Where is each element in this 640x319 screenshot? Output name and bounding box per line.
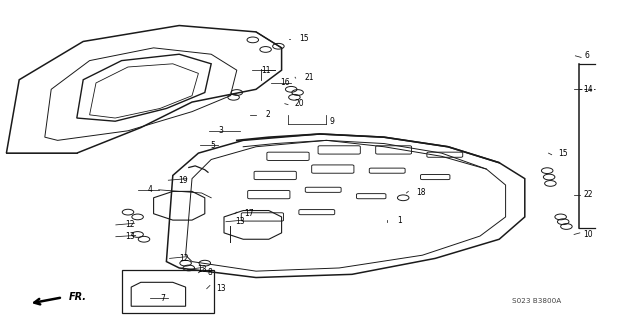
Text: 4: 4	[147, 185, 152, 194]
Text: 8: 8	[208, 268, 212, 277]
Text: 9: 9	[330, 117, 335, 126]
Text: 15: 15	[558, 149, 568, 158]
Text: 20: 20	[294, 99, 304, 108]
Text: S023 B3800A: S023 B3800A	[512, 299, 561, 304]
Text: 1: 1	[397, 216, 401, 225]
Text: 12: 12	[179, 254, 189, 263]
Text: 14: 14	[584, 85, 593, 94]
Text: 3: 3	[219, 126, 224, 135]
Text: 12: 12	[125, 220, 135, 229]
Text: 7: 7	[160, 294, 165, 303]
Text: 10: 10	[584, 230, 593, 239]
Text: 18: 18	[416, 189, 426, 197]
Text: 22: 22	[584, 190, 593, 199]
Text: 13: 13	[216, 284, 226, 293]
Text: 16: 16	[280, 78, 290, 87]
Text: 13: 13	[125, 232, 135, 241]
Text: 5: 5	[210, 141, 215, 150]
Text: 6: 6	[585, 51, 590, 60]
Text: FR.: FR.	[69, 292, 87, 302]
Text: 15: 15	[300, 34, 309, 43]
Text: 2: 2	[266, 110, 270, 119]
Text: 13: 13	[236, 217, 245, 226]
Text: 13: 13	[197, 265, 207, 274]
Text: 17: 17	[244, 209, 254, 218]
Text: 19: 19	[178, 176, 188, 185]
Text: 11: 11	[261, 66, 271, 75]
Text: 21: 21	[305, 73, 314, 82]
